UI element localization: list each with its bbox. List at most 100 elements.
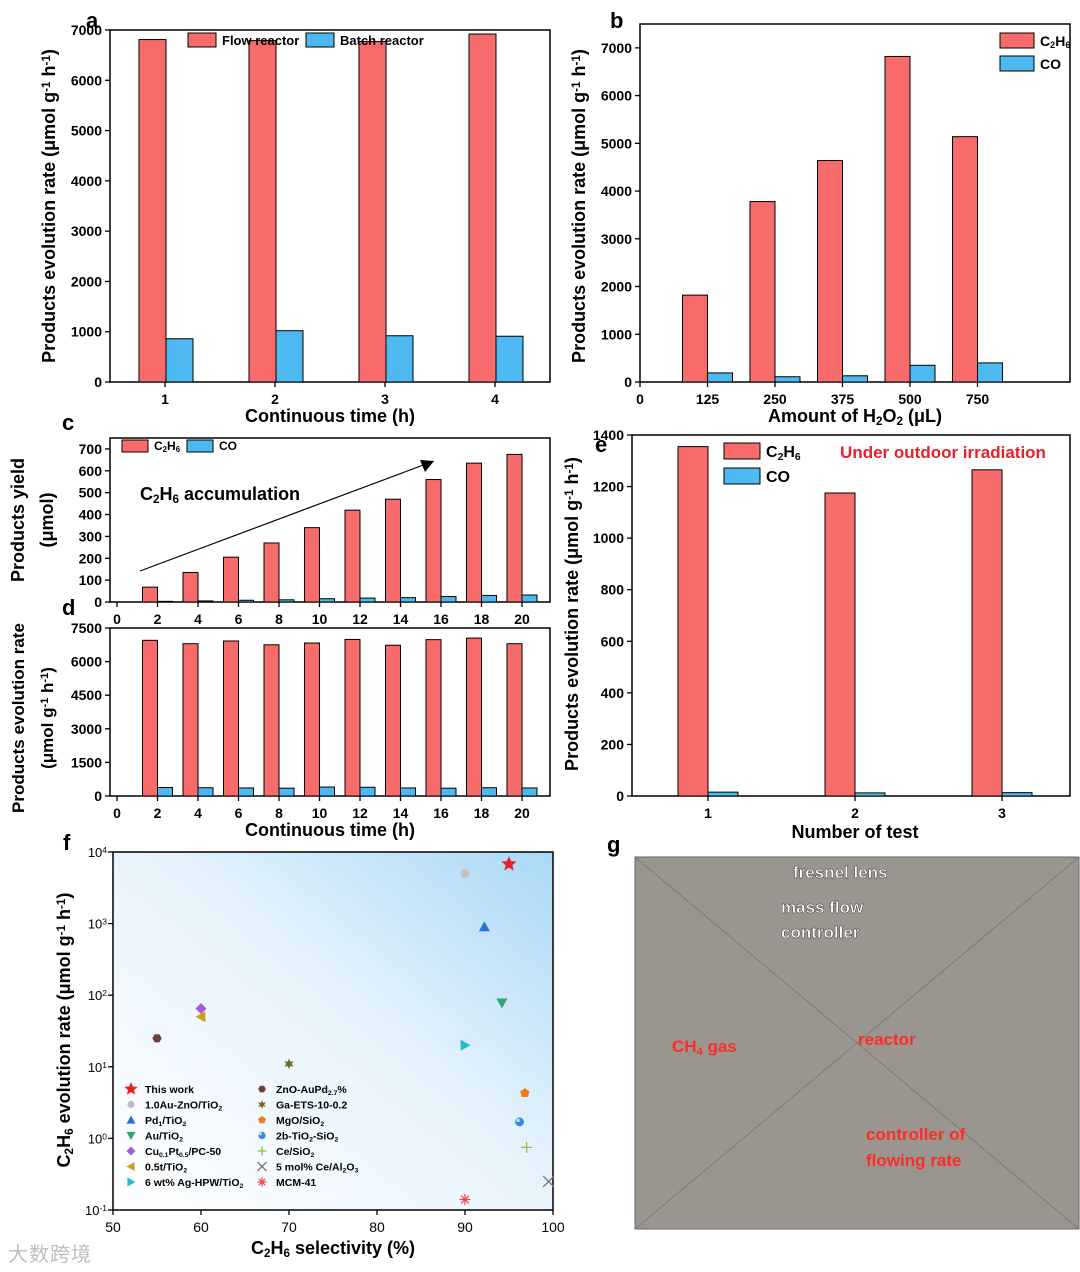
bar-b [440,787,457,797]
bar-a [358,41,387,383]
y-tick-label: 6000 [71,72,102,88]
scatter-point [460,1039,471,1051]
y-tick-label: 700 [79,441,103,457]
marker-shape [126,1162,135,1171]
bar-a [468,33,497,383]
bar-b [521,594,538,603]
y-tick-label: 6000 [601,88,632,104]
photo-label: fresnel lens [793,863,888,882]
bar-b [495,335,524,383]
legend-marker [126,1146,136,1156]
y-axis-title: C2H6 evolution rate (μmol g-1 h-1) [54,893,76,1168]
bar-b [842,375,868,383]
legend-marker [258,1131,266,1140]
bar-b [774,376,801,383]
x-tick-label: 1 [161,391,169,407]
x-tick-label: 4 [194,611,202,627]
annotation-label: C2H6 accumulation [140,484,300,506]
y-axis-title-unit: (μmol g-1 h-1) [38,667,57,769]
bar-a [385,498,401,603]
x-tick-label: 80 [369,1219,385,1235]
y-tick-label: 104 [88,845,107,860]
bar-b [319,786,335,797]
bar-b [157,786,173,797]
bar-a [506,453,523,603]
legend-marker [124,1082,138,1095]
x-tick-label: 2 [154,611,162,627]
bar-a [425,639,442,797]
y-axis-title: Products yield [8,458,28,582]
bar-b [359,597,376,603]
bar-a [263,542,280,603]
legend-swatch [121,439,149,453]
plot-frame [109,627,551,797]
x-axis-title: Number of test [791,822,918,842]
legend-marker [126,1115,136,1124]
y-tick-label: 103 [88,917,107,932]
y-tick-label: 1000 [593,530,624,546]
x-tick-label: 4 [491,391,499,407]
x-tick-label: 2 [271,391,279,407]
plot-frame [112,851,554,1211]
plot-frame [109,437,551,603]
x-tick-label: 2 [851,805,859,821]
bar-b [319,598,335,603]
y-tick-label: 0 [616,788,624,804]
y-axis-title: Products evolution rate (μmol g-1 h-1) [569,49,589,363]
legend-label: This work [145,1084,194,1096]
x-tick-label: 125 [696,391,720,407]
marker-shape [258,1085,266,1093]
y-tick-label: 300 [79,528,103,544]
marker-shape [496,998,508,1009]
legend-marker [127,1177,136,1187]
legend-marker [126,1162,135,1171]
panel-letter: b [610,8,623,33]
x-tick-label: 20 [514,805,530,821]
legend-label: CO [1040,56,1061,72]
x-tick-label: 0 [113,611,121,627]
accumulation-arrowhead [420,460,434,472]
bar-b [400,597,416,603]
y-tick-label: 600 [79,463,103,479]
legend-marker [127,1100,135,1109]
marker-shape [520,1088,530,1098]
marker-shape [258,1100,266,1109]
marker-shape [284,1058,294,1070]
x-tick-label: 100 [541,1219,565,1235]
legend-label: C2H6 [766,444,801,463]
x-axis-title: Continuous time (h) [245,820,415,840]
y-tick-label: 101 [88,1060,107,1075]
x-tick-label: 750 [966,391,990,407]
y-tick-label: 7000 [601,40,632,56]
marker-shape [521,1141,533,1153]
x-tick-label: 18 [474,611,490,627]
bar-a [223,556,239,603]
y-tick-label: 400 [601,685,625,701]
y-tick-label: 0 [624,374,632,390]
legend-swatch [723,442,761,460]
watermark: 大数跨境 [8,1244,92,1266]
x-tick-label: 12 [352,805,368,821]
y-axis-title: Products evolution rate (μmol g-1 h-1) [39,49,59,363]
bar-a [971,469,1003,797]
legend-marker [257,1177,267,1187]
y-tick-label: 7500 [71,620,102,636]
bar-b [359,786,376,797]
bar-a [138,39,167,383]
y-tick-label: 2000 [71,273,102,289]
marker-shape [501,855,517,871]
bar-a [182,571,199,603]
x-tick-label: 12 [352,611,368,627]
y-tick-label: 1200 [593,479,624,495]
x-tick-label: 90 [457,1219,473,1235]
y-tick-label: 0 [94,594,102,610]
marker-shape [124,1082,138,1095]
bar-a [385,644,401,797]
panel-letter: f [63,830,71,855]
scatter-point [496,998,508,1009]
marker-shape [542,1175,555,1188]
scatter-point [521,1141,533,1153]
accumulation-arrow-line [139,463,427,572]
legend-label: Cu0.1Pt0.5/PC-50 [145,1146,221,1159]
panel-letter: a [86,8,99,33]
